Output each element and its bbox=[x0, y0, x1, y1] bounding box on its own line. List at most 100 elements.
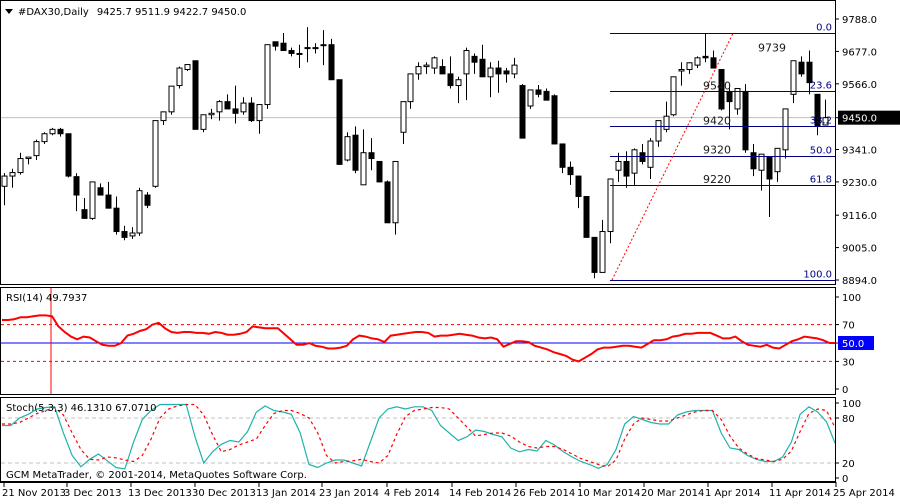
candle bbox=[511, 57, 518, 79]
symbol-label: #DAX30,Daily 9425.7 9511.9 9422.7 9450.0 bbox=[18, 7, 246, 18]
candle bbox=[487, 62, 494, 98]
candle bbox=[686, 62, 693, 74]
price-tick-label: 9788.0 bbox=[842, 15, 877, 26]
candle bbox=[407, 73, 414, 109]
bear-candle-body bbox=[368, 152, 375, 160]
candle bbox=[710, 50, 717, 69]
candle bbox=[200, 114, 207, 133]
bear-candle-body bbox=[105, 194, 112, 209]
time-tick-label: 21 Nov 2013 bbox=[2, 488, 66, 499]
bear-candle-body bbox=[81, 209, 88, 219]
candle bbox=[599, 219, 606, 273]
bull-candle-body bbox=[360, 152, 367, 186]
candle bbox=[495, 60, 502, 93]
bull-candle-body bbox=[774, 147, 781, 173]
candle bbox=[400, 101, 407, 144]
fibonacci-retracement[interactable]: 0.0 23.6 38.2 50.0 61.8 100.0 9739 9540 9420 9320… bbox=[610, 23, 835, 281]
candle bbox=[551, 94, 558, 145]
candle bbox=[734, 87, 741, 115]
fib-level-label: 23.6 bbox=[810, 81, 832, 92]
price-panel[interactable] bbox=[0, 0, 836, 285]
candle bbox=[288, 47, 295, 57]
candle bbox=[168, 85, 175, 115]
bull-candle-body bbox=[49, 128, 56, 135]
candle bbox=[328, 38, 335, 81]
stoch-signal-line bbox=[2, 403, 836, 468]
bear-candle-body bbox=[272, 41, 279, 47]
candle bbox=[33, 139, 40, 161]
dropdown-triangle-icon[interactable] bbox=[5, 9, 13, 14]
bull-candle-body bbox=[208, 112, 215, 116]
rsi-panel[interactable] bbox=[0, 287, 836, 395]
bear-candle-body bbox=[376, 160, 383, 183]
price-tick-label: 9566.0 bbox=[842, 80, 877, 91]
time-tick-label: 13 Dec 2013 bbox=[128, 488, 192, 499]
candle bbox=[272, 41, 279, 51]
candle bbox=[583, 196, 590, 238]
bull-candle-body bbox=[615, 160, 622, 171]
candle bbox=[455, 76, 462, 104]
bear-candle-body bbox=[495, 67, 502, 75]
current-price-badge bbox=[838, 110, 900, 125]
candle bbox=[607, 178, 614, 244]
candle bbox=[631, 148, 638, 185]
stoch-tick-label: 0 bbox=[842, 474, 848, 485]
fib-level-label: 100.0 bbox=[803, 270, 832, 281]
bear-candle-body bbox=[65, 133, 72, 177]
price-tick-label: 8894.0 bbox=[842, 276, 877, 287]
candle bbox=[766, 156, 773, 217]
bear-candle-body bbox=[710, 57, 717, 69]
bull-candle-body bbox=[527, 89, 534, 107]
candle bbox=[256, 104, 263, 134]
bull-candle-body bbox=[320, 44, 327, 47]
bull-candle-body bbox=[511, 64, 518, 75]
candle bbox=[376, 160, 383, 183]
candle bbox=[431, 56, 438, 74]
candle bbox=[503, 68, 510, 83]
candle bbox=[17, 152, 24, 175]
candle bbox=[113, 196, 120, 235]
stochastic-indicator bbox=[1, 403, 836, 470]
bull-candle-body bbox=[392, 160, 399, 224]
bull-candle-body bbox=[678, 69, 685, 72]
bull-candle-body bbox=[647, 140, 654, 168]
candle bbox=[368, 138, 375, 171]
bear-candle-body bbox=[232, 108, 239, 114]
bear-candle-body bbox=[248, 102, 255, 122]
bull-candle-body bbox=[607, 178, 614, 233]
candle bbox=[415, 62, 422, 80]
candle bbox=[798, 56, 805, 77]
time-tick-label: 4 Feb 2014 bbox=[384, 488, 440, 499]
bull-candle-body bbox=[694, 57, 701, 66]
candle bbox=[1, 173, 8, 206]
bear-candle-body bbox=[583, 196, 590, 238]
bull-candle-body bbox=[431, 57, 438, 69]
bear-candle-body bbox=[623, 160, 630, 177]
candle bbox=[750, 143, 757, 177]
candle bbox=[822, 99, 829, 126]
candle bbox=[184, 64, 191, 71]
candle bbox=[670, 76, 677, 117]
stoch-tick-label: 100 bbox=[842, 399, 861, 410]
time-tick-label: 30 Dec 2013 bbox=[192, 488, 256, 499]
bull-candle-body bbox=[41, 133, 48, 143]
candle bbox=[479, 44, 486, 78]
rsi-line bbox=[2, 314, 836, 363]
candle bbox=[81, 197, 88, 219]
bull-candle-body bbox=[455, 79, 462, 87]
candle bbox=[144, 192, 151, 209]
candle bbox=[519, 84, 526, 139]
bear-candle-body bbox=[121, 231, 128, 238]
candle bbox=[655, 120, 662, 147]
candle bbox=[392, 160, 399, 235]
candle bbox=[575, 175, 582, 209]
bear-candle-body bbox=[543, 90, 550, 101]
bear-candle-body bbox=[224, 101, 231, 110]
fib-trendline[interactable] bbox=[611, 33, 734, 281]
bull-candle-body bbox=[168, 85, 175, 113]
bull-candle-body bbox=[423, 64, 430, 68]
bear-candle-body bbox=[591, 236, 598, 273]
candle bbox=[463, 47, 470, 101]
